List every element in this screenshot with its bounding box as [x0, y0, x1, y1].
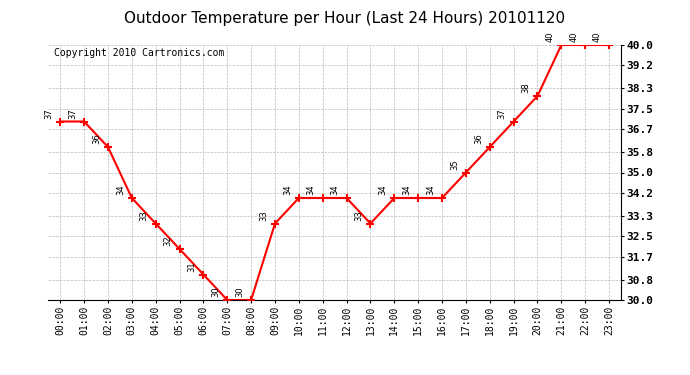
Text: 37: 37 — [497, 108, 506, 119]
Text: 30: 30 — [211, 286, 220, 297]
Text: 36: 36 — [474, 134, 483, 144]
Text: 34: 34 — [402, 184, 411, 195]
Text: 33: 33 — [140, 210, 149, 221]
Text: 30: 30 — [235, 286, 244, 297]
Text: 37: 37 — [68, 108, 77, 119]
Text: 36: 36 — [92, 134, 101, 144]
Text: 34: 34 — [426, 184, 435, 195]
Text: 38: 38 — [522, 82, 531, 93]
Text: 34: 34 — [331, 184, 339, 195]
Text: 34: 34 — [116, 184, 125, 195]
Text: 34: 34 — [307, 184, 316, 195]
Text: Copyright 2010 Cartronics.com: Copyright 2010 Cartronics.com — [54, 48, 224, 57]
Text: 35: 35 — [450, 159, 459, 170]
Text: 34: 34 — [378, 184, 387, 195]
Text: 33: 33 — [259, 210, 268, 221]
Text: 34: 34 — [283, 184, 292, 195]
Text: 31: 31 — [188, 261, 197, 272]
Text: 40: 40 — [545, 32, 554, 42]
Text: Outdoor Temperature per Hour (Last 24 Hours) 20101120: Outdoor Temperature per Hour (Last 24 Ho… — [124, 11, 566, 26]
Text: 37: 37 — [44, 108, 53, 119]
Text: 32: 32 — [164, 236, 172, 246]
Text: 33: 33 — [355, 210, 364, 221]
Text: 40: 40 — [569, 32, 578, 42]
Text: 40: 40 — [593, 32, 602, 42]
